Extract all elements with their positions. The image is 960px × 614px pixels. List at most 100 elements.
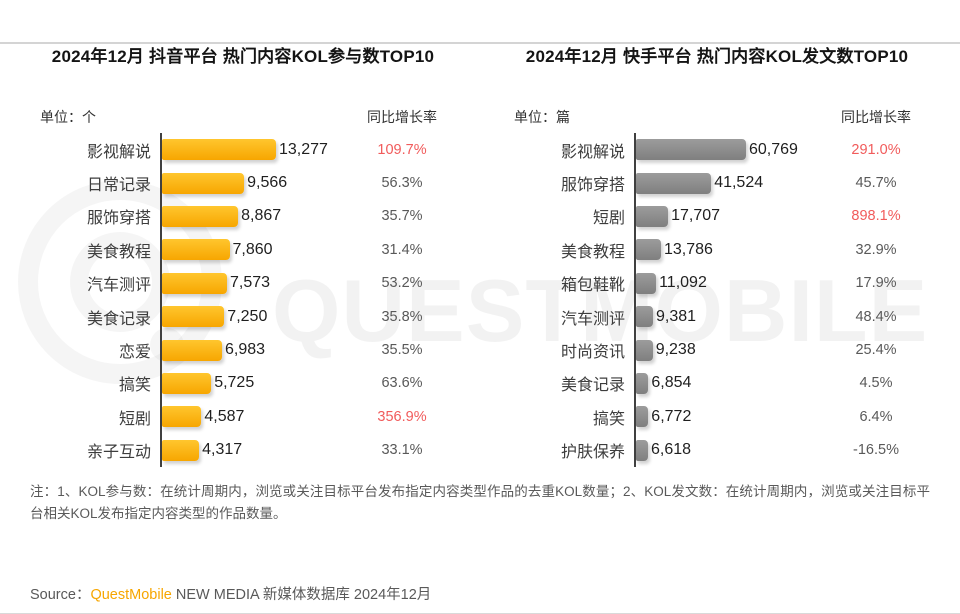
douyin-chart-panel: 2024年12月 抖音平台 热门内容KOL参与数TOP10 单位：个 同比增长率… [28,42,458,467]
category-label: 汽车测评 [560,310,625,328]
bar [636,339,653,361]
category-label: 护肤保养 [560,444,625,462]
source-brand: QuestMobile [90,587,172,603]
bar [162,306,225,328]
bar-row: 美食教程 13,786 32.9% [502,233,932,267]
growth-label: 53.2% [381,275,423,292]
bar [636,439,648,461]
footnote: 注：1、KOL参与数：在统计周期内，浏览或关注目标平台发布指定内容类型作品的去重… [30,483,930,521]
growth-label: 63.6% [381,375,423,392]
bar-track: 6,854 [634,366,820,401]
growth-label: 35.5% [381,342,423,359]
source-suffix: NEW MEDIA 新媒体数据库 2024年12月 [171,587,432,603]
chart-title: 2024年12月 快手平台 热门内容KOL发文数TOP10 [525,47,909,66]
growth-label: 356.9% [377,408,427,425]
bar [636,272,657,294]
bar-track: 7,860 [160,233,346,267]
category-label: 影视解说 [86,143,151,161]
growth-label: 4.5% [859,375,893,392]
category-label: 短剧 [592,210,625,228]
growth-label: 48.4% [855,308,897,325]
bar-row: 恋爱 6,983 35.5% [28,333,458,367]
growth-label: -16.5% [853,442,899,459]
category-label: 恋爱 [118,344,151,362]
value-label: 9,238 [655,341,696,359]
growth-label: 291.0% [851,141,901,158]
bar-row: 服饰穿搭 8,867 35.7% [28,199,458,234]
growth-label: 45.7% [855,175,897,192]
bar-row: 护肤保养 6,618 -16.5% [502,433,932,467]
growth-label: 17.9% [855,275,897,292]
bar [162,272,227,294]
value-label: 9,566 [247,174,288,192]
bar-row: 汽车测评 9,381 48.4% [502,299,932,334]
unit-label: 单位：篇 [514,109,570,125]
growth-label: 56.3% [381,175,423,192]
bar-row: 短剧 4,587 356.9% [28,400,458,434]
value-label: 6,983 [225,341,266,359]
category-label: 美食教程 [560,243,625,261]
category-label: 美食记录 [86,310,151,328]
growth-rate-header: 同比增长率 [367,109,437,125]
bar-row: 美食记录 7,250 35.8% [28,299,458,334]
bar-row: 亲子互动 4,317 33.1% [28,433,458,467]
category-label: 时尚资讯 [560,344,625,362]
bar-track: 6,772 [634,400,820,434]
bar [162,239,230,261]
bar [162,205,239,227]
bar-track: 6,618 [634,433,820,467]
chart-header-row: 单位：篇 同比增长率 [502,107,932,127]
growth-label: 898.1% [851,208,901,225]
value-label: 4,317 [202,441,243,459]
category-label: 亲子互动 [86,444,151,462]
growth-label: 25.4% [855,342,897,359]
growth-label: 31.4% [381,241,423,258]
bar-row: 搞笑 6,772 6.4% [502,400,932,434]
bar-track: 6,983 [160,333,346,367]
bar-track: 11,092 [634,266,820,300]
value-label: 6,772 [651,407,692,425]
bar-track: 8,867 [160,199,346,234]
value-label: 9,381 [656,307,697,325]
growth-label: 109.7% [377,141,427,158]
value-label: 7,250 [227,307,268,325]
category-label: 美食记录 [560,377,625,395]
charts-container: 2024年12月 抖音平台 热门内容KOL参与数TOP10 单位：个 同比增长率… [0,42,960,467]
bar-track: 13,277 [160,133,346,167]
value-label: 60,769 [749,140,798,158]
bar [636,172,712,194]
growth-label: 33.1% [381,442,423,459]
category-label: 影视解说 [560,143,625,161]
bar [636,306,653,328]
bar-track: 60,769 [634,133,820,167]
bar-track: 4,587 [160,400,346,434]
bar [636,139,746,161]
bar-track: 9,566 [160,166,346,200]
growth-label: 35.8% [381,308,423,325]
chart-title: 2024年12月 抖音平台 热门内容KOL参与数TOP10 [51,47,435,66]
bar-track: 4,317 [160,433,346,467]
bar-row: 美食记录 6,854 4.5% [502,366,932,401]
growth-label: 32.9% [855,241,897,258]
value-label: 13,277 [279,140,328,158]
kuaishou-chart-panel: 2024年12月 快手平台 热门内容KOL发文数TOP10 单位：篇 同比增长率… [502,42,932,467]
bar-row: 服饰穿搭 41,524 45.7% [502,166,932,200]
value-label: 13,786 [664,240,713,258]
value-label: 11,092 [659,274,707,292]
bar-row: 影视解说 60,769 291.0% [502,133,932,167]
value-label: 7,860 [232,240,273,258]
bar-track: 7,573 [160,266,346,300]
bar [636,205,669,227]
bar-row: 汽车测评 7,573 53.2% [28,266,458,300]
growth-rate-header: 同比增长率 [841,109,911,125]
category-label: 箱包鞋靴 [560,277,625,295]
bar-row: 日常记录 9,566 56.3% [28,166,458,200]
bar-row: 美食教程 7,860 31.4% [28,233,458,267]
value-label: 6,854 [651,374,692,392]
bar-rows: 影视解说 13,277 109.7% 日常记录 9,566 56.3% 服饰穿搭 8,867 3… [28,133,458,467]
bar-track: 7,250 [160,299,346,334]
bar [162,406,202,428]
bar [162,139,276,161]
bar [636,372,649,394]
value-label: 5,725 [214,374,255,392]
